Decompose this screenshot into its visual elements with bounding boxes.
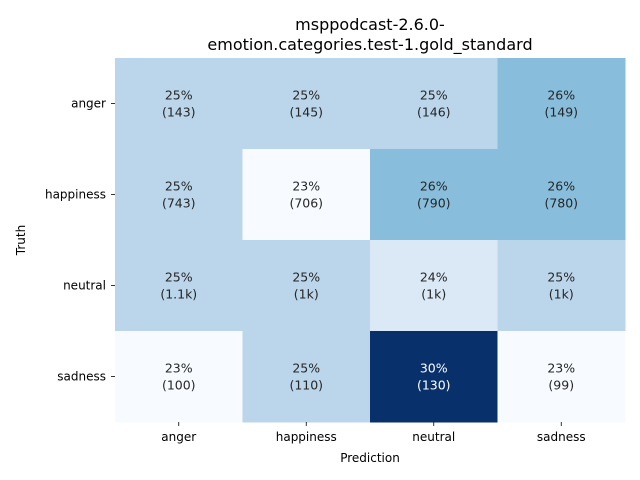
cell-percent-label: 25% (292, 88, 320, 103)
heatmap-cell (115, 240, 243, 332)
cell-count-label: (149) (544, 105, 578, 120)
x-axis-label: Prediction (340, 451, 400, 465)
cell-percent-label: 23% (292, 179, 320, 194)
y-tick-label: sadness (57, 370, 106, 384)
cell-percent-label: 24% (420, 270, 448, 285)
y-axis-label: Truth (14, 225, 28, 256)
cell-count-label: (100) (162, 378, 196, 393)
x-tick-label: neutral (412, 430, 455, 444)
cell-percent-label: 30% (420, 361, 448, 376)
cell-count-label: (706) (289, 196, 323, 211)
heatmap-cell (497, 331, 626, 423)
heatmap-cells: 25% (143) 25% (145) 25% (146) 26% (149) 25% (743)… (115, 58, 626, 423)
cell-percent-label: 23% (547, 361, 575, 376)
heatmap-cell (242, 331, 371, 423)
heatmap-cell (242, 240, 371, 332)
cell-count-label: (99) (548, 378, 574, 393)
cell-count-label: (145) (289, 105, 323, 120)
x-tick-label: anger (161, 430, 196, 444)
heatmap-cell (370, 149, 498, 241)
heatmap-cell (497, 149, 626, 241)
x-tick-label: sadness (537, 430, 586, 444)
cell-count-label: (1k) (294, 287, 319, 302)
cell-count-label: (1k) (549, 287, 574, 302)
cell-count-label: (130) (417, 378, 451, 393)
cell-count-label: (1.1k) (160, 287, 197, 302)
heatmap-cell (497, 58, 626, 150)
x-tick-label: happiness (276, 430, 337, 444)
cell-percent-label: 25% (165, 270, 193, 285)
heatmap-cell (370, 58, 498, 150)
cell-percent-label: 25% (165, 88, 193, 103)
heatmap-cell (370, 331, 498, 423)
cell-percent-label: 25% (420, 88, 448, 103)
y-tick-label: anger (71, 97, 106, 111)
heatmap-cell (115, 149, 243, 241)
y-tick-label: happiness (45, 188, 106, 202)
heatmap-cell (115, 331, 243, 423)
chart-title-line-1: msppodcast-2.6.0- (295, 15, 445, 34)
heatmap-cell (242, 58, 371, 150)
cell-count-label: (110) (289, 378, 323, 393)
cell-count-label: (143) (162, 105, 196, 120)
y-tick-label: neutral (63, 279, 106, 293)
x-axis-ticks: anger happiness neutral sadness (161, 422, 586, 444)
heatmap-cell (370, 240, 498, 332)
cell-count-label: (146) (417, 105, 451, 120)
cell-percent-label: 26% (420, 179, 448, 194)
cell-percent-label: 25% (547, 270, 575, 285)
cell-percent-label: 26% (547, 179, 575, 194)
heatmap-cell (497, 240, 626, 332)
heatmap-cell (242, 149, 371, 241)
cell-percent-label: 25% (292, 270, 320, 285)
cell-count-label: (1k) (421, 287, 446, 302)
cell-percent-label: 25% (165, 179, 193, 194)
heatmap-cell (115, 58, 243, 150)
cell-count-label: (790) (417, 196, 451, 211)
cell-count-label: (780) (544, 196, 578, 211)
cell-percent-label: 25% (292, 361, 320, 376)
chart-title-line-2: emotion.categories.test-1.gold_standard (207, 35, 532, 55)
cell-percent-label: 23% (165, 361, 193, 376)
cell-percent-label: 26% (547, 88, 575, 103)
y-axis-ticks: anger happiness neutral sadness (45, 97, 115, 384)
cell-count-label: (743) (162, 196, 196, 211)
